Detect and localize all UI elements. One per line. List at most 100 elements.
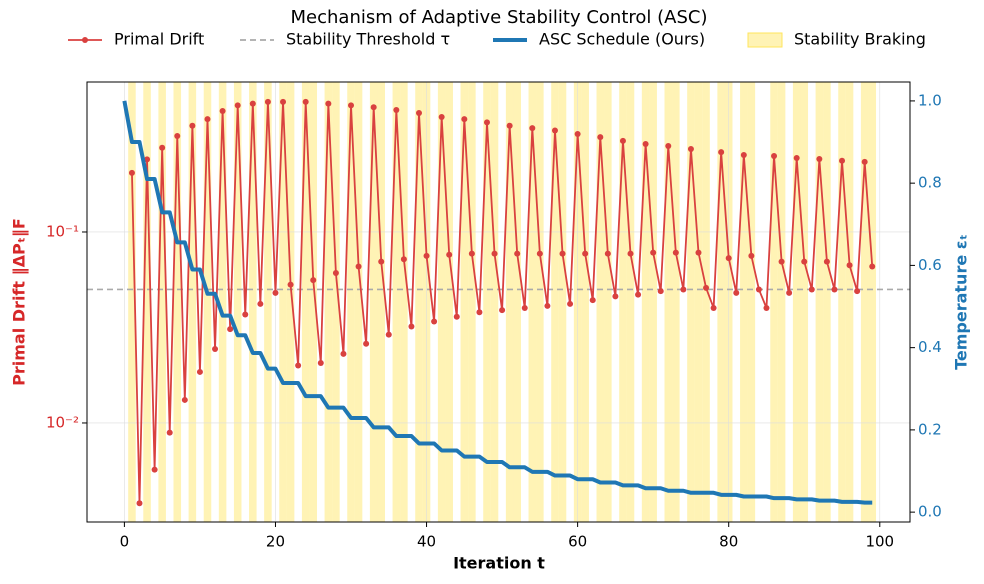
braking-band	[324, 82, 333, 522]
drift-point	[332, 269, 339, 276]
drift-point	[536, 250, 543, 257]
drift-point	[234, 102, 241, 109]
drift-point	[136, 500, 143, 507]
drift-point	[831, 286, 838, 293]
drift-point	[355, 263, 362, 270]
legend-swatch	[747, 32, 783, 48]
drift-point	[423, 252, 430, 259]
drift-point	[295, 362, 302, 369]
x-tick-label: 0	[120, 533, 130, 551]
braking-band	[649, 82, 657, 522]
drift-point	[589, 297, 596, 304]
drift-point	[415, 109, 422, 116]
braking-band	[415, 82, 423, 522]
drift-point	[514, 250, 521, 257]
braking-band	[581, 82, 589, 522]
drift-point	[718, 149, 725, 156]
drift-point	[181, 396, 188, 403]
drift-point	[212, 345, 219, 352]
drift-point	[385, 331, 392, 338]
braking-band	[558, 82, 567, 522]
drift-point	[287, 281, 294, 288]
drift-point	[219, 108, 226, 115]
braking-band	[128, 82, 136, 522]
braking-band	[823, 82, 831, 522]
legend-label: Stability Threshold τ	[286, 30, 450, 49]
drift-point	[348, 102, 355, 109]
braking-band	[672, 82, 680, 522]
drift-point	[801, 258, 808, 265]
drift-point	[869, 263, 876, 270]
braking-band	[332, 82, 340, 522]
x-tick-label: 60	[568, 533, 587, 551]
drift-point	[438, 114, 445, 121]
drift-point	[582, 250, 589, 257]
braking-band	[279, 82, 287, 522]
drift-point	[483, 119, 490, 126]
braking-band	[694, 82, 703, 522]
drift-point	[725, 255, 732, 262]
drift-point	[204, 116, 211, 123]
braking-band	[747, 82, 756, 522]
x-tick-label: 40	[417, 533, 436, 551]
drift-point	[280, 98, 287, 105]
drift-point	[446, 251, 453, 258]
braking-band	[483, 82, 491, 522]
legend-label: Stability Braking	[794, 30, 926, 49]
drift-point	[242, 311, 249, 318]
braking-band	[777, 82, 786, 522]
drift-point	[521, 304, 528, 311]
drift-point	[635, 291, 642, 298]
braking-band	[702, 82, 710, 522]
drift-point	[249, 100, 256, 107]
drift-point	[325, 100, 332, 107]
drift-point	[846, 262, 853, 269]
braking-band	[437, 82, 446, 522]
braking-band	[188, 82, 197, 522]
drift-point	[808, 286, 815, 293]
drift-point	[363, 340, 370, 347]
y2-tick-label: 0.6	[918, 256, 942, 274]
drift-point	[665, 142, 672, 149]
drift-point	[748, 252, 755, 259]
x-axis-label: Iteration t	[453, 554, 545, 573]
braking-band	[347, 82, 355, 522]
braking-band	[664, 82, 673, 522]
braking-band	[513, 82, 521, 522]
drift-point	[166, 429, 173, 436]
plot-frame	[86, 81, 911, 523]
braking-band	[860, 82, 869, 522]
drift-point	[650, 249, 657, 256]
x-tick-label: 20	[266, 533, 285, 551]
braking-band	[301, 82, 310, 522]
drift-point	[642, 140, 649, 147]
braking-band	[792, 82, 801, 522]
y2-axis-label: Temperature εₜ	[952, 234, 971, 370]
drift-point	[499, 307, 506, 314]
drift-point	[839, 157, 846, 164]
y-tick-label: 10⁻²	[46, 413, 79, 431]
y-axis-label: Primal Drift ‖ΔPₜ‖F	[10, 218, 30, 386]
braking-band	[619, 82, 627, 522]
drift-point	[128, 169, 135, 176]
braking-band	[551, 82, 559, 522]
drift-point	[378, 258, 385, 265]
braking-band	[717, 82, 725, 522]
drift-point	[559, 250, 566, 257]
braking-band	[770, 82, 778, 522]
drift-point	[302, 98, 309, 105]
drift-point	[755, 286, 762, 293]
drift-point	[227, 326, 234, 333]
drift-point	[567, 300, 574, 307]
braking-band	[218, 82, 227, 522]
legend-label: Primal Drift	[114, 30, 204, 49]
braking-band	[528, 82, 537, 522]
braking-band	[845, 82, 854, 522]
x-tick-label: 80	[719, 533, 738, 551]
braking-band	[468, 82, 476, 522]
drift-point	[453, 313, 460, 320]
braking-band	[173, 82, 182, 522]
drift-point	[680, 286, 687, 293]
drift-point	[823, 258, 830, 265]
drift-point	[529, 125, 536, 132]
